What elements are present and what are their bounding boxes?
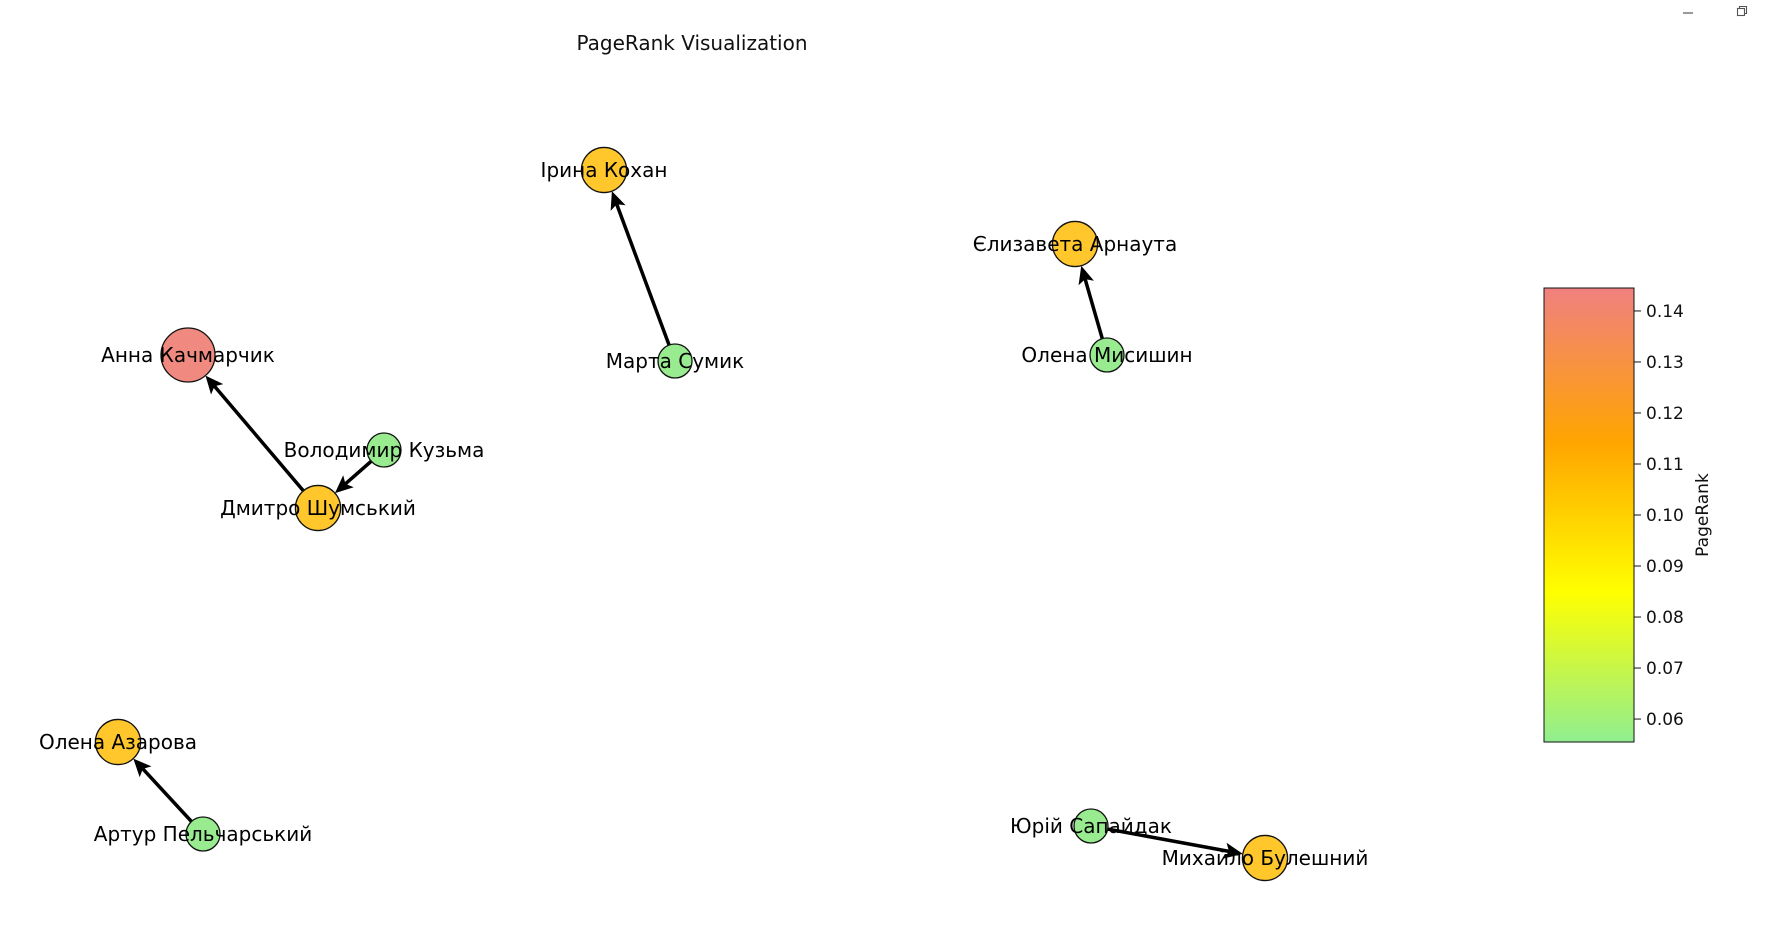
colorbar-tick-label: 0.13 bbox=[1646, 353, 1684, 373]
node-label: Дмитро Шумський bbox=[220, 496, 416, 520]
graph-edges bbox=[133, 191, 1243, 859]
edge-line bbox=[213, 385, 320, 510]
graph-node[interactable] bbox=[185, 816, 221, 852]
node-label: Володимир Кузьма bbox=[284, 438, 485, 462]
edge-arrowhead bbox=[1078, 265, 1094, 286]
colorbar-tick-label: 0.08 bbox=[1646, 608, 1684, 628]
node-label: Михайло Булешний bbox=[1162, 846, 1369, 870]
node-label: Артур Пельчарський bbox=[94, 822, 312, 846]
colorbar-tick-label: 0.09 bbox=[1646, 557, 1684, 577]
edge-arrowhead bbox=[610, 191, 626, 211]
edge-line bbox=[615, 203, 677, 362]
graph-node[interactable] bbox=[366, 432, 402, 468]
graph-node[interactable] bbox=[160, 327, 216, 383]
node-label: Марта Сумик bbox=[606, 349, 744, 373]
node-label: Юрій Сапайдак bbox=[1010, 814, 1172, 838]
node-label: Ірина Кохан bbox=[541, 158, 668, 182]
colorbar-label: PageRank bbox=[1693, 473, 1713, 557]
colorbar-tick-label: 0.10 bbox=[1646, 506, 1684, 526]
edge-line bbox=[1090, 824, 1230, 854]
minimize-icon bbox=[1683, 12, 1693, 14]
colorbar-ticks: 0.06 0.07 0.08 0.09 0.10 0.11 0.12 0.13 0.14 bbox=[1634, 302, 1684, 730]
colorbar-tick-label: 0.06 bbox=[1646, 710, 1684, 730]
node-label: Олена Азарова bbox=[39, 730, 197, 754]
figure-title: PageRank Visualization bbox=[576, 31, 807, 55]
node-label: Анна Качмарчик bbox=[101, 343, 275, 367]
restore-icon bbox=[1736, 5, 1748, 17]
graph-edge bbox=[1090, 824, 1243, 859]
graph-node[interactable] bbox=[1089, 337, 1125, 373]
graph-node[interactable] bbox=[94, 718, 142, 766]
window-controls bbox=[1662, 0, 1782, 22]
colorbar-tick-label: 0.14 bbox=[1646, 302, 1684, 322]
graph-node[interactable] bbox=[657, 343, 693, 379]
edge-arrowhead bbox=[133, 758, 152, 778]
graph-node[interactable] bbox=[294, 484, 342, 532]
edge-arrowhead bbox=[205, 375, 224, 395]
node-label: Єлизавета Арнаута bbox=[973, 232, 1177, 256]
restore-button[interactable] bbox=[1733, 2, 1751, 20]
colorbar: 0.06 0.07 0.08 0.09 0.10 0.11 0.12 0.13 0.14 Pag… bbox=[1543, 287, 1713, 743]
graph-node[interactable] bbox=[1073, 808, 1109, 844]
colorbar-gradient bbox=[1543, 287, 1635, 743]
edge-arrowhead bbox=[1223, 842, 1243, 859]
graph-labels: Анна Качмарчик Дмитро Шумський Володимир К… bbox=[39, 158, 1368, 870]
colorbar-tick-label: 0.11 bbox=[1646, 455, 1684, 475]
graph-node[interactable] bbox=[1241, 834, 1289, 882]
graph-nodes bbox=[94, 146, 1289, 882]
edge-arrowhead bbox=[334, 475, 354, 494]
minimize-button[interactable] bbox=[1679, 2, 1697, 20]
colorbar-tick-label: 0.07 bbox=[1646, 659, 1684, 679]
graph-node[interactable] bbox=[580, 146, 628, 194]
node-label: Олена Мисишин bbox=[1021, 343, 1192, 367]
graph-edge bbox=[610, 191, 677, 362]
graph-edge bbox=[205, 375, 320, 510]
colorbar-tick-label: 0.12 bbox=[1646, 404, 1684, 424]
graph-node[interactable] bbox=[1051, 220, 1099, 268]
